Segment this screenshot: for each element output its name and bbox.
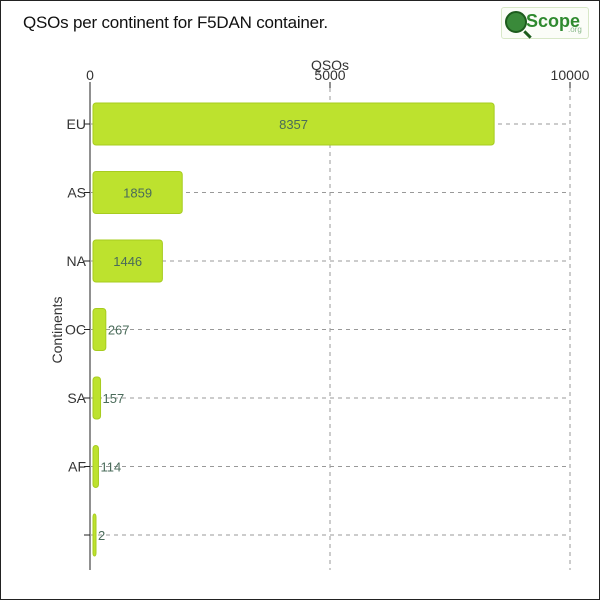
bar-value-label: 114 xyxy=(100,460,121,475)
bar xyxy=(92,513,97,557)
bar xyxy=(92,445,99,488)
y-tick-label: AF xyxy=(68,459,86,475)
y-tick-label: SA xyxy=(67,390,86,406)
logo-subtext: .org xyxy=(568,25,582,34)
qscope-logo: Scope .org xyxy=(501,7,589,39)
x-tick-label: 0 xyxy=(86,67,94,83)
bar xyxy=(92,239,163,283)
bar-value-label: 1859 xyxy=(123,186,152,201)
chart-title: QSOs per continent for F5DAN container. xyxy=(23,13,328,32)
bar-value-label: 2 xyxy=(98,528,105,543)
x-tick-label: 10000 xyxy=(551,67,590,83)
bar-value-label: 267 xyxy=(108,323,130,338)
x-tick-label: 5000 xyxy=(314,67,345,83)
y-tick-label: EU xyxy=(67,116,86,132)
bar xyxy=(92,376,102,420)
x-axis-title: QSOs xyxy=(311,57,349,73)
bar-value-label: 1446 xyxy=(113,254,142,269)
bar xyxy=(92,171,183,214)
y-tick-label: NA xyxy=(67,253,87,269)
logo-text: Scope xyxy=(526,11,581,31)
y-axis-title: Continents xyxy=(49,297,65,364)
y-tick-label: OC xyxy=(65,322,86,338)
bar xyxy=(92,308,107,351)
bar-value-label: 8357 xyxy=(279,117,308,132)
bar-value-label: 157 xyxy=(103,391,125,406)
bar xyxy=(92,102,495,146)
y-tick-label: AS xyxy=(67,185,86,201)
magnifier-icon xyxy=(505,11,527,33)
